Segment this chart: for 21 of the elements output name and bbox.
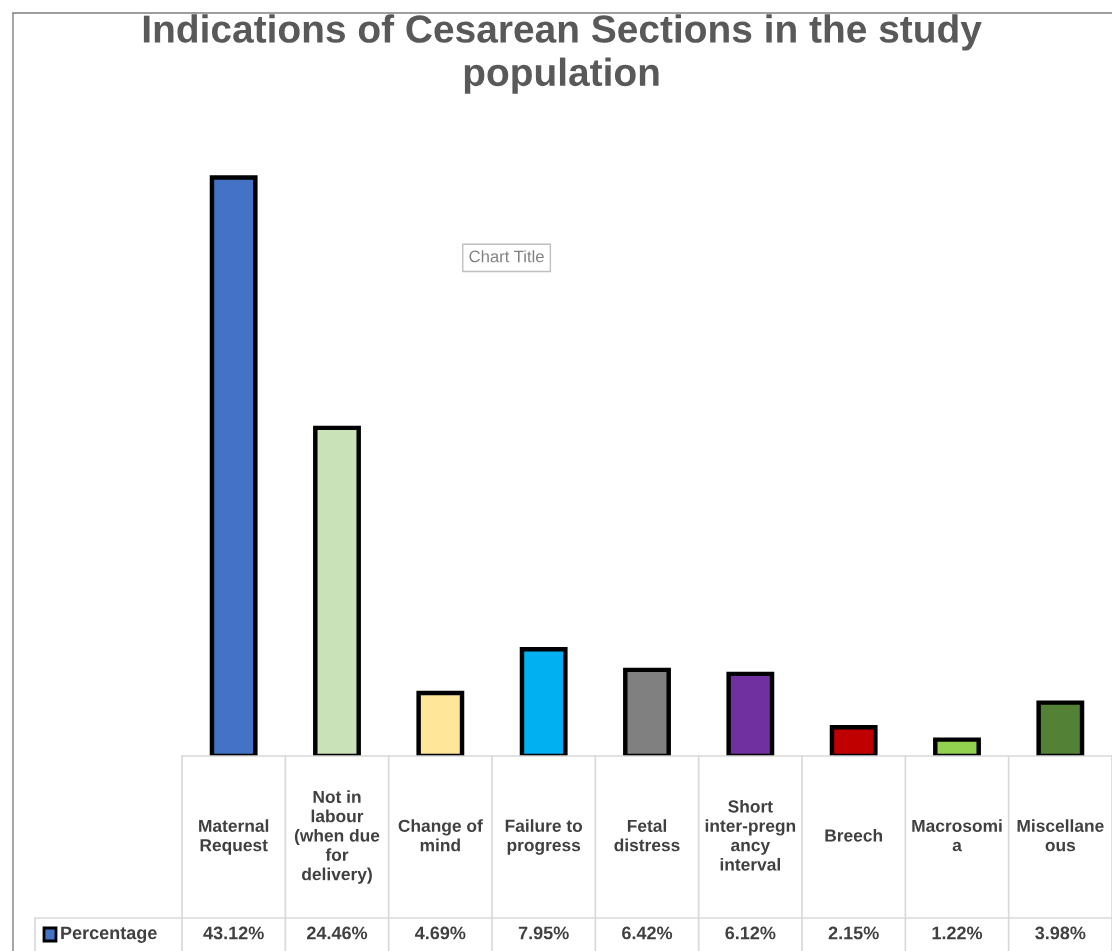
x-tick-label: Short inter-pregnancy interval [705, 799, 796, 871]
data-label: 6.42% [622, 926, 673, 940]
data-label: 6.12% [725, 926, 776, 940]
x-tick-label: Failure to progress [505, 819, 583, 855]
data-label: 4.69% [415, 926, 466, 940]
x-tick-label: Breech [825, 828, 883, 842]
data-label: 7.95% [518, 926, 569, 940]
x-tick-label: Maternal Request [199, 819, 269, 855]
x-tick-label: Not in labour (when due for delivery) [294, 790, 380, 884]
x-tick-label: Miscellaneous [1017, 819, 1104, 852]
data-label: 3.98% [1035, 926, 1086, 940]
legend-label: Percentage [61, 926, 157, 943]
x-tick-label: Change of mind [398, 819, 483, 852]
chart-title: Indications of Cesarean Sections in the study population [143, 14, 982, 94]
x-tick-label: Macrosomia [912, 819, 1002, 852]
data-label: 2.15% [828, 926, 879, 940]
annotation: Chart Title [469, 250, 544, 263]
x-tick-label: Fetal distress [614, 819, 680, 852]
data-label: 43.12% [203, 926, 264, 940]
data-label: 24.46% [307, 926, 368, 940]
data-label: 1.22% [932, 926, 983, 940]
